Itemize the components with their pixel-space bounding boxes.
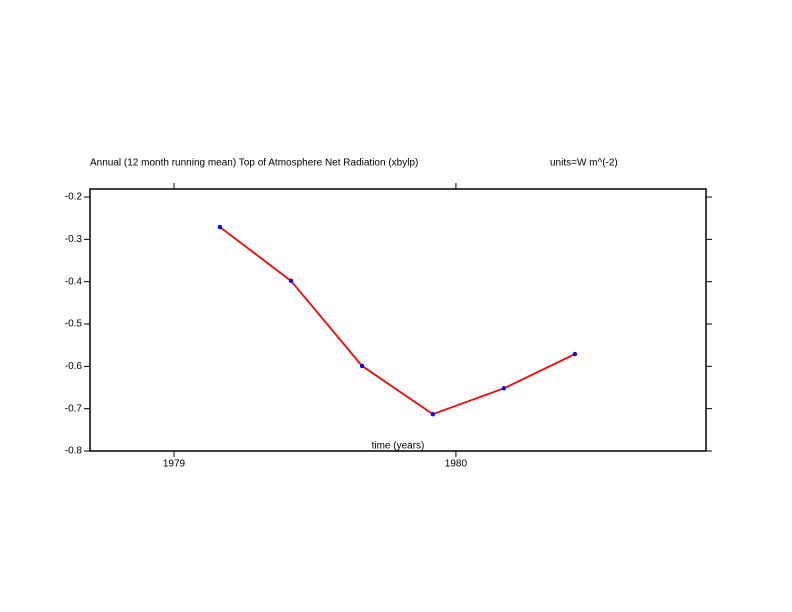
point [217,224,223,230]
y-tick-label: -0.5 [65,319,83,330]
x-tick-label: 1979 [163,459,186,470]
point [288,278,294,284]
x-tick-label: 1980 [445,459,468,470]
x-axis-label: time (years) [372,441,425,452]
chart-title: Annual (12 month running mean) Top of At… [90,158,418,169]
point [572,351,578,357]
point [501,386,507,391]
y-tick-label: -0.2 [65,192,83,203]
y-tick-label: -0.6 [65,361,83,372]
line [219,226,576,416]
plot-frame [89,188,707,452]
y-tick-label: -0.8 [65,446,83,457]
y-tick-label: -0.7 [65,403,83,414]
point [430,411,436,417]
y-tick-label: -0.3 [65,234,83,245]
point [359,363,365,369]
y-tick-label: -0.4 [65,276,83,287]
units-label: units=W m^(-2) [550,158,618,169]
